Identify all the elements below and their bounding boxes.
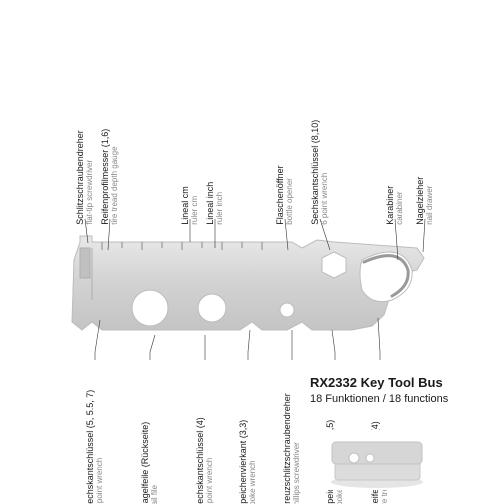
label-de: Sechskantschlüssel (5, 5.5, 7): [85, 390, 95, 504]
feature-label: Schlitzschraubendreherflat-tip screwdriv…: [75, 130, 95, 225]
label-en: 6 point wrench: [321, 120, 330, 225]
pedestal-image: [320, 430, 435, 490]
feature-label: Karabinercarabiner: [385, 186, 405, 225]
label-en: ruler inch: [216, 182, 225, 225]
label-de: Sechskantschlüssel (4): [195, 417, 205, 504]
feature-label: Nagelziehernail drawer: [415, 177, 435, 225]
product-subtitle: 18 Funktionen / 18 functions: [310, 393, 448, 405]
label-de: Sechskantschlüssel (8,10): [310, 120, 320, 225]
feature-label: Flaschenöffnerbottle opener: [275, 165, 295, 224]
feature-label: Nagelfeile (Rückseite)nail file: [140, 422, 160, 504]
label-en: phillips screwdriver: [293, 393, 302, 504]
label-en: spoke wrench: [249, 420, 258, 504]
label-de: Schlitzschraubendreher: [75, 130, 85, 225]
feature-label: Sechskantschlüssel (4)6 point wrench: [195, 417, 215, 504]
feature-label: Sechskantschlüssel (8,10)6 point wrench: [310, 120, 330, 225]
label-de: Lineal cm: [180, 186, 190, 225]
label-en: carabiner: [396, 186, 405, 225]
diagram-canvas: Schlitzschraubendreherflat-tip screwdriv…: [0, 0, 504, 504]
label-en: nail drawer: [426, 177, 435, 225]
product-code: RX2332: [310, 375, 357, 390]
label-en: flat-tip screwdriver: [86, 130, 95, 225]
label-de: Karabiner: [385, 186, 395, 225]
label-de: Kreuzschlitzschraubendreher: [282, 393, 292, 504]
label-de: Flaschenöffner: [275, 165, 285, 224]
product-title: RX2332 Key Tool Bus: [310, 375, 443, 390]
product-name: Key Tool Bus: [361, 375, 443, 390]
key-tool-shape: [62, 230, 442, 350]
label-en: tire tread depth gauge: [111, 129, 120, 225]
label-de: Reifenprofilmesser (1,6): [100, 129, 110, 225]
subtitle-en: 18 functions: [389, 393, 448, 405]
label-de: Lineal inch: [205, 182, 215, 225]
feature-label: Reifenprofilmesser (1,6)tire tread depth…: [100, 129, 120, 225]
feature-label: Speichenvierkant (3,3)spoke wrench: [238, 420, 258, 504]
label-de: Nagelfeile (Rückseite): [140, 422, 150, 504]
subtitle-de: 18 Funktionen: [310, 393, 380, 405]
label-de: Nagelzieher: [415, 177, 425, 225]
label-en: nail file: [151, 422, 160, 504]
label-en: 6 point wrench: [96, 390, 105, 504]
feature-label: Sechskantschlüssel (5, 5.5, 7)6 point wr…: [85, 390, 105, 504]
feature-label: Kreuzschlitzschraubendreherphillips scre…: [282, 393, 302, 504]
label-de: Speichenvierkant (3,3): [238, 420, 248, 504]
label-en: ruler cm: [191, 186, 200, 225]
feature-label: Lineal inchruler inch: [205, 182, 225, 225]
feature-label: Lineal cmruler cm: [180, 186, 200, 225]
label-en: bottle opener: [286, 165, 295, 224]
label-en: 6 point wrench: [206, 417, 215, 504]
